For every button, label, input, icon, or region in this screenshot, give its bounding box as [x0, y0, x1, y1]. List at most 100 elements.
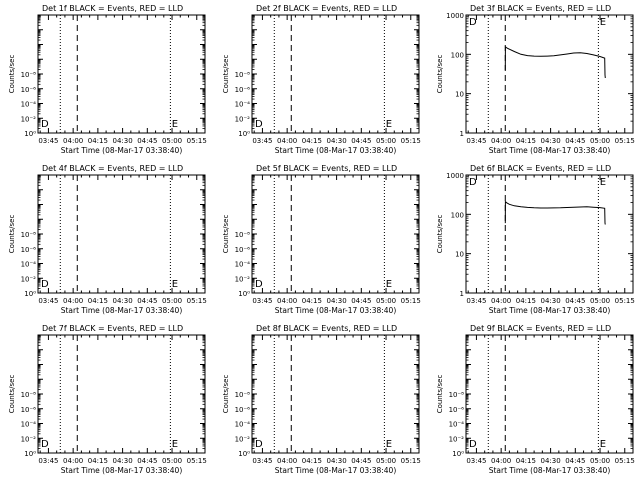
marker-label-D: D — [469, 177, 477, 188]
plot-frame — [37, 174, 206, 294]
y-axis-label: Counts/sec — [222, 215, 230, 254]
y-tick-label: 10⁻⁶ — [21, 246, 37, 254]
x-tick-label: 04:30 — [327, 297, 347, 305]
marker-label-D: D — [469, 17, 477, 28]
x-tick-label: 04:45 — [137, 297, 157, 305]
y-tick-label: 10⁻⁸ — [235, 391, 251, 399]
x-tick-label: 03:45 — [38, 297, 58, 305]
x-tick-label: 05:00 — [590, 137, 610, 145]
x-tick-label: 03:45 — [38, 137, 58, 145]
x-tick-label: 03:45 — [466, 137, 486, 145]
marker-label-E: E — [386, 119, 392, 130]
marker-label-E: E — [600, 17, 606, 28]
y-tick-label: 10⁻⁸ — [449, 391, 465, 399]
marker-label-E: E — [600, 439, 606, 450]
x-tick-label: 04:15 — [516, 457, 536, 465]
chart-title: Det 8f BLACK = Events, RED = LLD — [256, 324, 397, 333]
x-tick-label: 04:15 — [88, 457, 108, 465]
x-tick-label: 04:30 — [327, 137, 347, 145]
y-tick-label: 100 — [451, 211, 464, 219]
x-tick-label: 05:15 — [615, 457, 635, 465]
y-axis-label: Counts/sec — [436, 375, 444, 414]
x-axis-label: Start Time (08-Mar-17 03:38:40) — [61, 146, 183, 155]
x-tick-label: 04:00 — [63, 137, 83, 145]
x-tick-label: 03:45 — [466, 457, 486, 465]
y-tick-label: 10⁻⁸ — [21, 391, 37, 399]
x-tick-label: 03:45 — [252, 457, 272, 465]
x-tick-label: 04:45 — [137, 137, 157, 145]
chart-title: Det 4f BLACK = Events, RED = LLD — [42, 164, 183, 173]
x-axis-label: Start Time (08-Mar-17 03:38:40) — [275, 306, 397, 315]
x-tick-label: 03:45 — [252, 137, 272, 145]
y-axis-label: Counts/sec — [8, 215, 16, 254]
plot-frame — [465, 14, 634, 134]
y-tick-label: 1000 — [446, 12, 464, 20]
y-tick-label: 10⁻⁶ — [235, 406, 251, 414]
x-tick-label: 04:00 — [491, 457, 511, 465]
x-tick-label: 03:45 — [38, 457, 58, 465]
marker-label-E: E — [172, 439, 178, 450]
chart-panel-4: Det 4f BLACK = Events, RED = LLD 10⁰ 10⁻² 1… — [8, 164, 207, 315]
chart-title: Det 6f BLACK = Events, RED = LLD — [470, 164, 611, 173]
chart-title: Det 7f BLACK = Events, RED = LLD — [42, 324, 183, 333]
x-tick-label: 04:15 — [302, 457, 322, 465]
y-axis-label: Counts/sec — [436, 215, 444, 254]
y-tick-label: 1 — [460, 290, 464, 298]
plot-frame — [465, 174, 634, 294]
x-tick-label: 04:15 — [516, 297, 536, 305]
chart-panel-3: Det 3f BLACK = Events, RED = LLD 1 10 100 10… — [436, 4, 635, 155]
x-tick-label: 05:15 — [615, 137, 635, 145]
marker-label-D: D — [255, 119, 263, 130]
chart-panel-6: Det 6f BLACK = Events, RED = LLD 1 10 100 10… — [436, 164, 635, 315]
x-tick-label: 05:15 — [187, 297, 207, 305]
x-tick-label: 03:45 — [252, 297, 272, 305]
x-tick-label: 04:30 — [327, 457, 347, 465]
y-tick-label: 10 — [455, 91, 464, 99]
y-tick-label: 1000 — [446, 172, 464, 180]
chart-title: Det 1f BLACK = Events, RED = LLD — [42, 4, 183, 13]
y-tick-label: 10⁻⁶ — [21, 86, 37, 94]
y-tick-label: 10⁰ — [238, 290, 250, 298]
event-rate-line — [504, 200, 606, 225]
plot-frame — [465, 334, 634, 454]
x-tick-label: 05:15 — [187, 137, 207, 145]
y-tick-label: 10⁰ — [238, 130, 250, 138]
chart-panel-2: Det 2f BLACK = Events, RED = LLD 10⁰ 10⁻² 1… — [222, 4, 421, 155]
y-tick-label: 10⁻⁴ — [21, 261, 37, 269]
y-tick-label: 10⁻² — [21, 115, 37, 123]
x-tick-label: 04:30 — [541, 137, 561, 145]
x-axis-label: Start Time (08-Mar-17 03:38:40) — [275, 466, 397, 475]
marker-label-D: D — [41, 279, 49, 290]
y-tick-label: 10⁰ — [24, 450, 36, 458]
x-tick-label: 05:00 — [376, 297, 396, 305]
x-axis-label: Start Time (08-Mar-17 03:38:40) — [275, 146, 397, 155]
y-axis-label: Counts/sec — [8, 55, 16, 94]
x-tick-label: 04:45 — [565, 137, 585, 145]
x-axis-label: Start Time (08-Mar-17 03:38:40) — [489, 306, 611, 315]
x-tick-label: 05:15 — [401, 297, 421, 305]
marker-label-D: D — [255, 439, 263, 450]
x-tick-label: 05:00 — [590, 297, 610, 305]
x-tick-label: 04:30 — [541, 457, 561, 465]
y-tick-label: 10⁻⁶ — [235, 86, 251, 94]
marker-label-E: E — [386, 439, 392, 450]
y-tick-label: 10⁻⁶ — [449, 406, 465, 414]
x-tick-label: 05:00 — [162, 297, 182, 305]
y-tick-label: 10⁻⁴ — [235, 101, 251, 109]
y-tick-label: 10⁻² — [449, 435, 465, 443]
x-tick-label: 04:15 — [88, 137, 108, 145]
y-tick-label: 10⁻² — [235, 435, 251, 443]
marker-label-D: D — [41, 439, 49, 450]
x-tick-label: 05:00 — [590, 457, 610, 465]
chart-title: Det 2f BLACK = Events, RED = LLD — [256, 4, 397, 13]
y-tick-label: 10⁻⁸ — [21, 231, 37, 239]
x-tick-label: 04:30 — [113, 137, 133, 145]
y-tick-label: 10 — [455, 251, 464, 259]
x-tick-label: 04:15 — [516, 137, 536, 145]
y-tick-label: 10⁻⁴ — [235, 261, 251, 269]
x-axis-label: Start Time (08-Mar-17 03:38:40) — [489, 466, 611, 475]
x-tick-label: 04:45 — [565, 457, 585, 465]
plot-frame — [251, 334, 420, 454]
x-tick-label: 05:00 — [376, 137, 396, 145]
plot-frame — [251, 14, 420, 134]
